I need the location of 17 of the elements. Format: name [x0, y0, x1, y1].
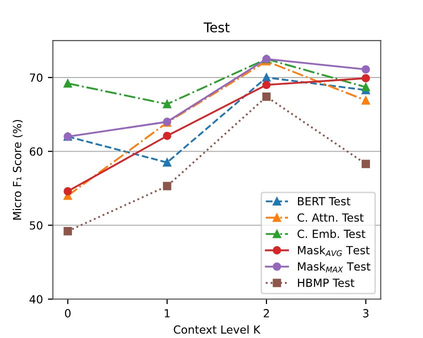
chart-title: Test: [204, 22, 230, 32]
x-tick-label: 0: [64, 309, 71, 318]
x-tick-label: 1: [164, 309, 170, 318]
legend-label: HBMP Test: [298, 278, 354, 287]
y-axis-title: Micro F₁ Score (%): [12, 120, 23, 220]
legend-label: C. Attn. Test: [298, 213, 364, 222]
legend-label: C. Emb. Test: [298, 229, 366, 238]
legend-label: BERT Test: [298, 197, 350, 206]
y-tick-label: 50: [30, 221, 42, 230]
legend-label: Mask$_{MAX}$ Test: [298, 262, 370, 272]
x-axis-title: Context Level K: [174, 325, 261, 334]
y-tick-label: 40: [30, 295, 42, 304]
y-tick-label: 60: [30, 147, 42, 156]
x-tick-label: 2: [264, 309, 269, 318]
y-tick-label: 70: [30, 73, 42, 82]
legend-label: Mask$_{AVG}$ Test: [298, 246, 370, 256]
x-tick-label: 3: [363, 309, 368, 318]
